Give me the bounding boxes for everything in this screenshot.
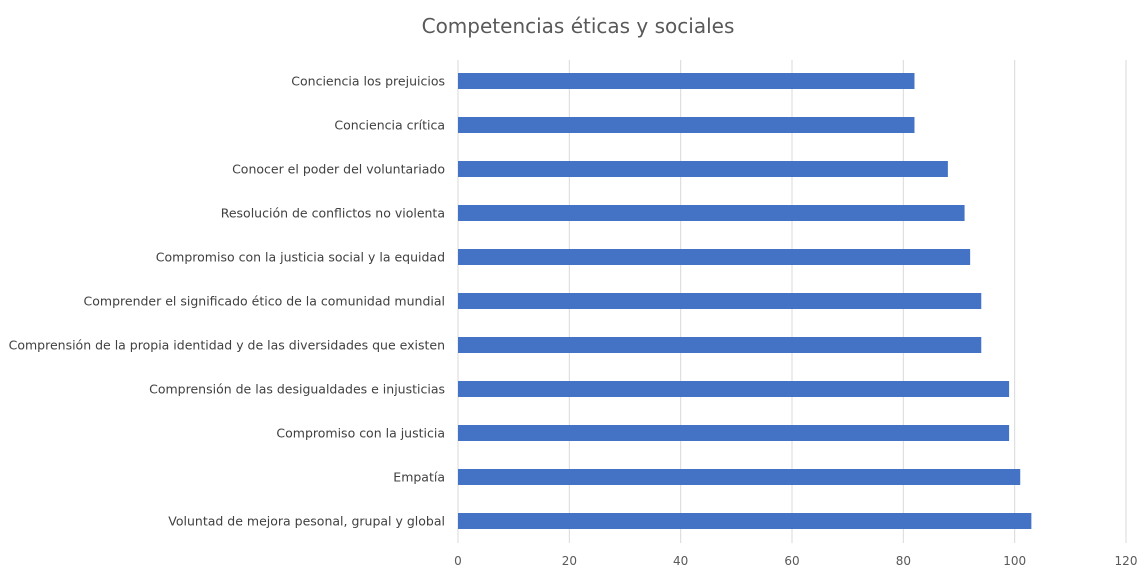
category-label: Resolución de conflictos no violenta <box>221 206 445 221</box>
x-tick-label: 40 <box>673 554 688 568</box>
category-labels: Conciencia los prejuicios Conciencia crít… <box>9 74 445 529</box>
bar <box>458 205 965 221</box>
x-tick-label: 120 <box>1115 554 1138 568</box>
x-tick-label: 100 <box>1003 554 1026 568</box>
x-tick-label: 60 <box>784 554 799 568</box>
bar <box>458 161 948 177</box>
category-label: Conciencia crítica <box>334 118 445 133</box>
category-label: Compromiso con la justicia social y la e… <box>156 250 445 265</box>
category-label: Comprensión de las desigualdades e injus… <box>149 382 445 397</box>
bars <box>458 73 1032 529</box>
category-label: Empatía <box>393 470 445 485</box>
bar <box>458 425 1010 441</box>
x-axis-tick-labels: 0 20 40 60 80 100 120 <box>454 554 1137 568</box>
bar <box>458 293 982 309</box>
category-label: Comprender el significado ético de la co… <box>84 294 445 309</box>
bar <box>458 469 1021 485</box>
x-tick-label: 0 <box>454 554 462 568</box>
chart-title: Competencias éticas y sociales <box>422 14 735 38</box>
category-label: Voluntad de mejora pesonal, grupal y glo… <box>168 514 445 529</box>
bar <box>458 337 982 353</box>
x-tick-label: 20 <box>562 554 577 568</box>
bar <box>458 249 971 265</box>
bar <box>458 73 915 89</box>
bar <box>458 381 1010 397</box>
category-label: Conocer el poder del voluntariado <box>232 162 445 177</box>
bar <box>458 513 1032 529</box>
category-label: Comprensión de la propia identidad y de … <box>9 338 445 353</box>
category-label: Compromiso con la justicia <box>276 426 445 441</box>
bar <box>458 117 915 133</box>
x-tick-label: 80 <box>896 554 911 568</box>
category-label: Conciencia los prejuicios <box>291 74 445 89</box>
